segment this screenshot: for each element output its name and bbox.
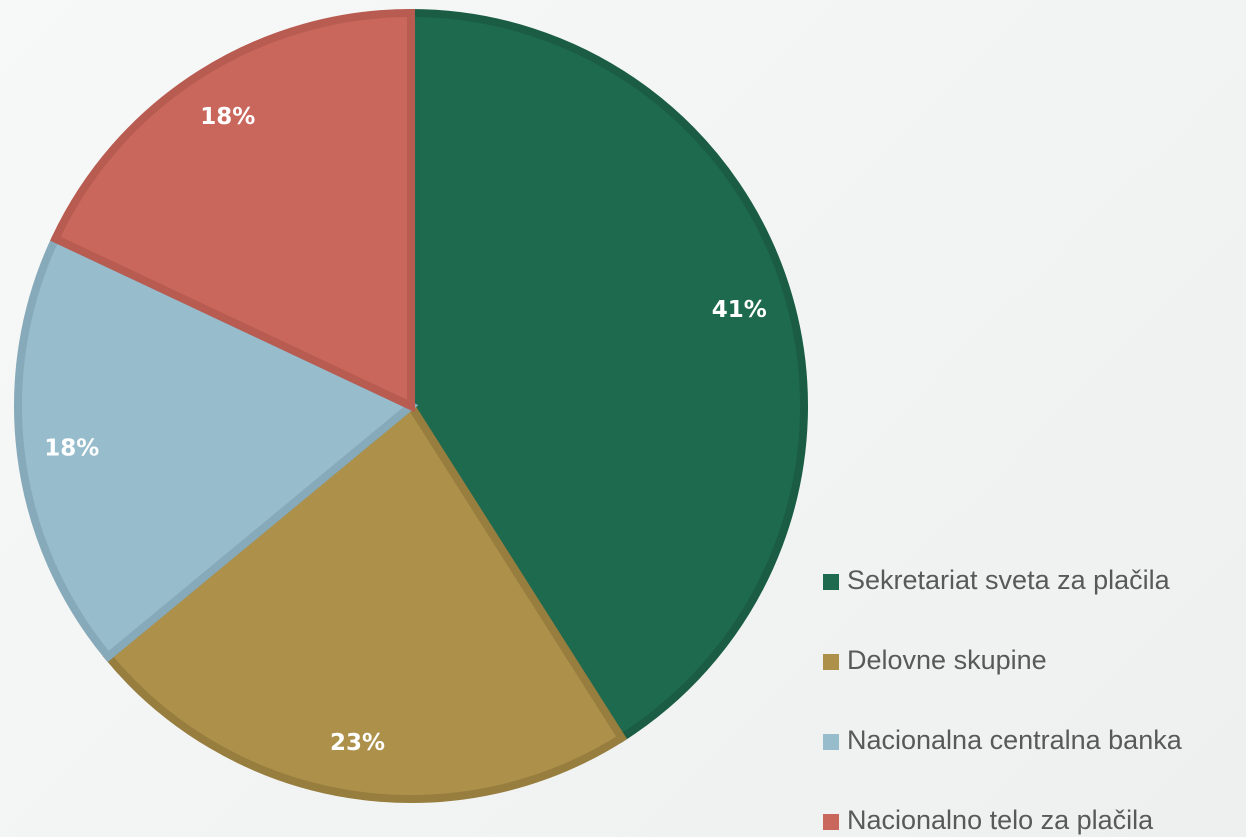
pie-slice — [102, 400, 628, 803]
legend-swatch — [823, 734, 839, 750]
value-label: 23% — [330, 730, 385, 756]
legend-swatch — [823, 654, 839, 670]
value-label: 18% — [200, 104, 255, 130]
legend-swatch — [823, 814, 839, 830]
legend-swatch — [823, 574, 839, 590]
pie-slice — [50, 8, 415, 413]
legend-label: Nacionalno telo za plačila — [847, 805, 1154, 835]
pie-slice — [14, 233, 419, 663]
legend-label: Sekretariat sveta za plačila — [847, 565, 1171, 595]
value-label: 18% — [44, 435, 99, 461]
legend-label: Nacionalna centralna banka — [847, 725, 1183, 755]
legend-label: Delovne skupine — [847, 645, 1047, 675]
value-label: 41% — [712, 297, 767, 323]
